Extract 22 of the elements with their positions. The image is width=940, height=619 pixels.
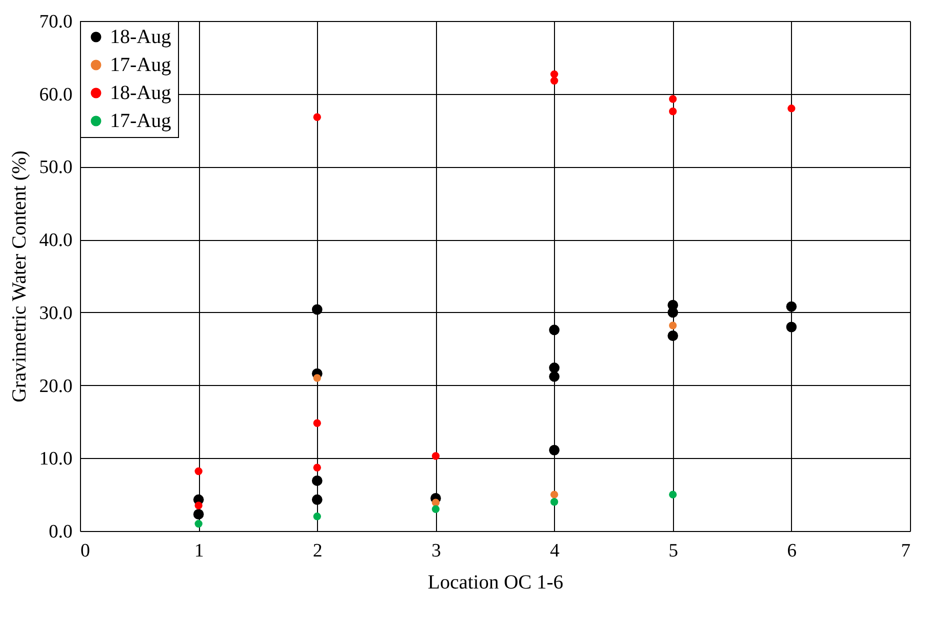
x-tick-label: 6 bbox=[787, 540, 797, 562]
y-tick-label: 30.0 bbox=[39, 302, 72, 324]
x-tick-label: 3 bbox=[431, 540, 441, 562]
y-tick-label: 20.0 bbox=[39, 376, 72, 397]
x-tick-label: 1 bbox=[194, 540, 204, 562]
x-tick-label: 2 bbox=[312, 540, 322, 562]
y-tick-label: 10.0 bbox=[39, 448, 72, 470]
y-tick-label: 70.0 bbox=[39, 12, 72, 32]
legend-label: 18-Aug bbox=[110, 26, 172, 48]
x-tick-label: 0 bbox=[80, 540, 90, 562]
legend-label: 17-Aug bbox=[110, 54, 172, 76]
y-tick-label: 40.0 bbox=[39, 230, 72, 252]
x-axis-title: Location OC 1-6 bbox=[428, 572, 564, 594]
x-tick-label: 7 bbox=[901, 540, 910, 562]
legend-label: 17-Aug bbox=[110, 110, 172, 132]
x-tick-label: 4 bbox=[550, 540, 560, 562]
legend-label: 18-Aug bbox=[110, 82, 172, 104]
y-tick-label: 50.0 bbox=[39, 157, 72, 178]
y-tick-label: 0.0 bbox=[48, 522, 72, 542]
x-tick-label: 5 bbox=[668, 540, 678, 562]
y-tick-label: 60.0 bbox=[39, 84, 72, 106]
y-axis-title: Gravimetric Water Content (%) bbox=[8, 150, 30, 402]
